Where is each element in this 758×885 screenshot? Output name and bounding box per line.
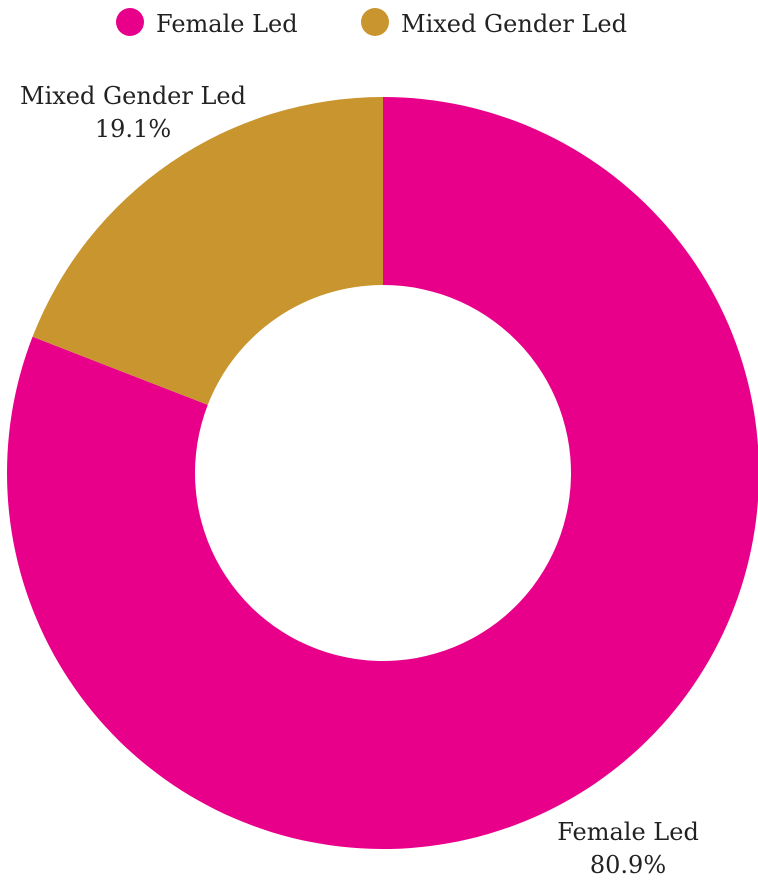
slice-value-mixed-gender-led: 19.1%: [95, 115, 171, 143]
slice-value-female-led: 80.9%: [590, 851, 666, 879]
legend-label-mixed-gender-led: Mixed Gender Led: [401, 10, 627, 38]
legend-item-mixed-gender-led[interactable]: Mixed Gender Led: [361, 8, 627, 38]
legend-item-female-led[interactable]: Female Led: [116, 8, 298, 38]
legend-swatch-female-led: [116, 8, 144, 36]
slice-labels: Mixed Gender Led 19.1% Female Led 80.9%: [20, 82, 699, 879]
donut-slices: [7, 96, 758, 849]
legend-swatch-mixed-gender-led: [361, 8, 389, 36]
legend-label-female-led: Female Led: [156, 10, 298, 38]
slice-mixed-gender-led[interactable]: [32, 96, 384, 405]
slice-label-mixed-gender-led: Mixed Gender Led: [20, 82, 246, 110]
slice-female-led[interactable]: [7, 97, 758, 849]
slice-label-female-led: Female Led: [557, 818, 699, 846]
chart-legend: Female Led Mixed Gender Led: [116, 8, 627, 38]
